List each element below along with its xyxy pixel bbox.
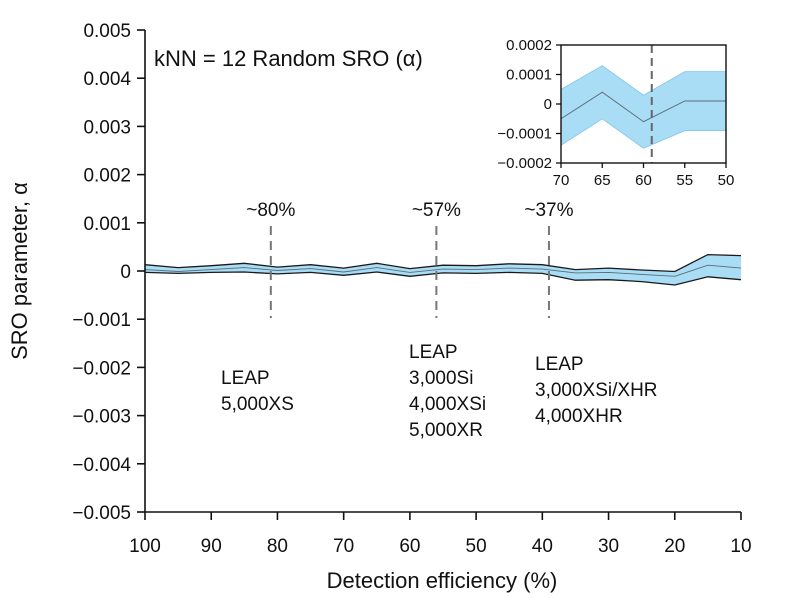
- y-tick-label: −0.003: [72, 407, 131, 428]
- x-tick-label: 60: [399, 536, 420, 557]
- x-tick-label: 90: [201, 536, 222, 557]
- inset-y-tick-label: −0.0001: [497, 126, 552, 143]
- y-tick-label: 0.005: [83, 21, 131, 42]
- y-tick-label: 0.004: [83, 69, 131, 90]
- upper-bound-line: [144, 253, 742, 273]
- detection-percent-label: ~80%: [246, 200, 295, 221]
- y-tick-label: −0.005: [72, 503, 131, 524]
- x-tick-label: 10: [730, 536, 751, 557]
- x-axis-title: Detection efficiency (%): [327, 568, 558, 593]
- instrument-annotation: LEAP: [221, 368, 270, 389]
- instrument-annotation: 3,000XSi/XHR: [535, 380, 658, 401]
- x-tick-label: 20: [664, 536, 685, 557]
- instrument-annotation: 5,000XR: [409, 420, 483, 441]
- y-tick-label: 0: [120, 262, 131, 283]
- instrument-annotation: 3,000Si: [409, 368, 473, 389]
- instrument-annotation: LEAP: [535, 354, 584, 375]
- x-tick-label: 30: [598, 536, 619, 557]
- x-tick-label: 70: [333, 536, 354, 557]
- x-tick-label: 100: [129, 536, 161, 557]
- y-tick-label: 0.001: [83, 214, 131, 235]
- detection-percent-label: ~37%: [524, 200, 573, 221]
- inset-y-tick-label: 0: [544, 96, 552, 113]
- y-tick-label: −0.001: [72, 310, 131, 331]
- inset-x-tick-label: 65: [594, 172, 611, 189]
- y-tick-label: 0.002: [83, 166, 131, 187]
- inset-y-tick-label: −0.0002: [497, 155, 552, 172]
- inset-y-tick-label: 0.0002: [506, 37, 552, 54]
- y-axis-title: SRO parameter, α: [7, 182, 32, 360]
- chart-title: kNN = 12 Random SRO (α): [154, 46, 423, 71]
- inset-x-tick-label: 50: [718, 172, 735, 189]
- inset-x-tick-label: 60: [635, 172, 652, 189]
- inset-x-tick-label: 55: [676, 172, 693, 189]
- instrument-annotation: LEAP: [409, 342, 458, 363]
- y-tick-label: −0.004: [72, 455, 131, 476]
- inset-x-tick-label: 70: [553, 172, 570, 189]
- instrument-annotation: 5,000XS: [221, 394, 294, 415]
- y-tick-label: 0.003: [83, 117, 131, 138]
- inset-mean-line: [560, 91, 726, 123]
- instrument-annotation: 4,000XSi: [409, 394, 486, 415]
- instrument-annotation: 4,000XHR: [535, 406, 623, 427]
- main-plot-area: ~80% ~57% ~37% LEAP 5,000XS LEAP 3,000Si 4,000X…: [72, 21, 751, 557]
- x-tick-label: 50: [466, 536, 487, 557]
- mean-line: [144, 264, 742, 277]
- inset-y-tick-label: 0.0001: [506, 67, 552, 84]
- lower-bound-line: [144, 271, 742, 286]
- confidence-band: [145, 254, 741, 285]
- detection-percent-label: ~57%: [412, 200, 461, 221]
- x-tick-label: 40: [532, 536, 553, 557]
- x-tick-label: 80: [267, 536, 288, 557]
- y-tick-label: −0.002: [72, 358, 131, 379]
